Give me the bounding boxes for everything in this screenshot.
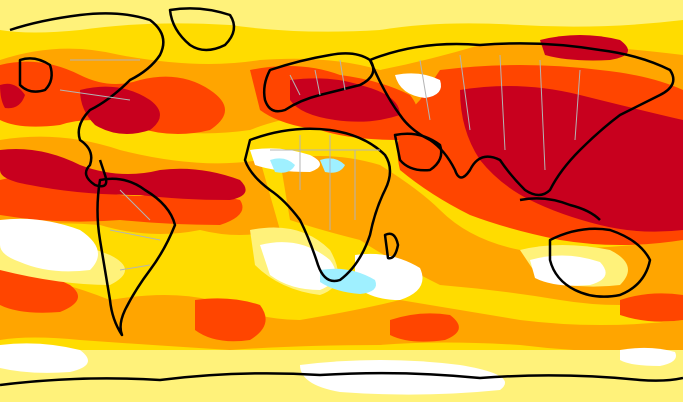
light-blue-layer [270, 158, 376, 294]
country-borders [59, 54, 581, 271]
white-layer [0, 73, 676, 395]
coastlines [0, 7, 683, 387]
